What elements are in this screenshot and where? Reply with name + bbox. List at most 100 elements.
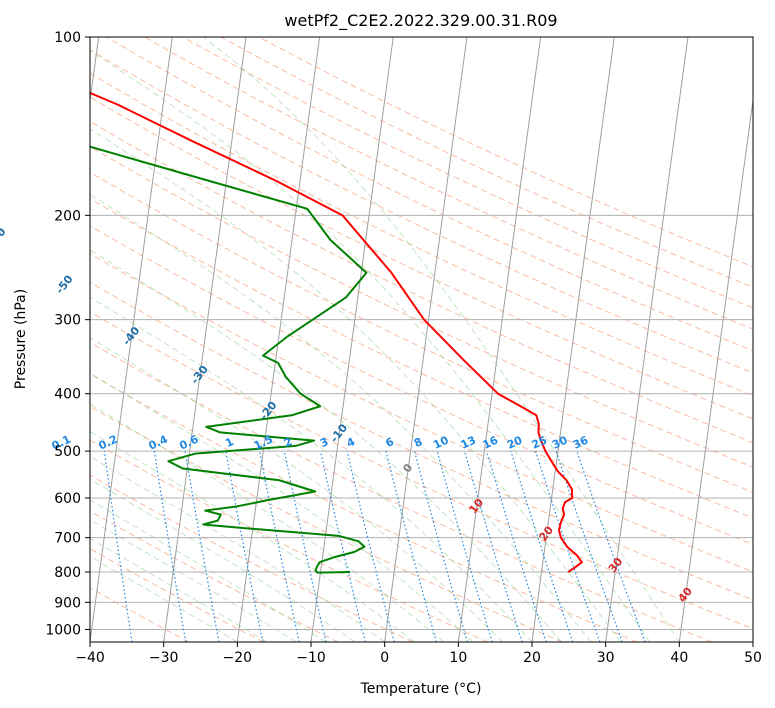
mixing-ratio-line xyxy=(576,450,646,642)
y-tick-label: 100 xyxy=(54,30,81,46)
mixing-ratio-line xyxy=(258,450,300,642)
mixing-ratio-line xyxy=(510,450,574,642)
isotherm-line xyxy=(236,37,321,642)
moist-adiabat-line xyxy=(90,555,238,642)
moist-adiabat-line xyxy=(90,403,444,642)
moist-adiabat-line xyxy=(90,296,533,642)
dry-adiabat-line xyxy=(90,171,753,493)
mixing-ratio-line xyxy=(486,450,547,642)
dry-adiabat-line xyxy=(90,225,753,546)
y-tick-label: 1000 xyxy=(45,622,81,638)
x-tick-label: −10 xyxy=(296,650,326,666)
mixing-ratio-line xyxy=(319,450,366,642)
isotherm-line xyxy=(310,37,394,642)
dry-adiabat-line xyxy=(106,37,753,352)
mixing-ratio-line xyxy=(184,451,220,642)
plot-frame xyxy=(89,36,754,643)
isotherm-label: -30 xyxy=(188,363,211,387)
isotherm-label: -60 xyxy=(0,225,9,249)
dry-adiabat-line xyxy=(90,281,753,601)
isotherm-line xyxy=(90,37,173,642)
x-tick-label: 20 xyxy=(523,650,541,666)
dry-adiabat-line xyxy=(90,145,753,468)
isotherm-line xyxy=(605,37,689,642)
mixing-ratio-line xyxy=(346,450,395,642)
warm-isotherm-label: 20 xyxy=(536,523,556,543)
axes: −40 −30 −20 −10 0 10 20 30 40 5010020030040050060… xyxy=(45,30,762,666)
dry-adiabat-line xyxy=(220,37,753,288)
y-tick-label: 800 xyxy=(54,565,81,581)
x-tick-label: 0 xyxy=(380,650,389,666)
dry-adiabat-line xyxy=(90,253,753,573)
dry-adiabat-line xyxy=(90,120,753,444)
background-lines xyxy=(90,37,753,642)
mixing-ratio-label: 20 xyxy=(505,433,525,451)
isotherm-line xyxy=(163,37,247,642)
isotherm-line xyxy=(457,37,542,642)
mixing-ratio-label: 0.6 xyxy=(177,432,200,452)
y-tick-label: 400 xyxy=(54,387,81,403)
mixing-ratio-label: 6 xyxy=(384,435,397,450)
y-tick-label: 600 xyxy=(54,491,81,507)
mixing-ratio-label: 8 xyxy=(412,435,424,450)
x-axis-title: Temperature (°C) xyxy=(360,681,482,697)
dry-adiabat-line xyxy=(144,37,753,330)
x-tick-label: 30 xyxy=(597,650,615,666)
mixing-ratio-line xyxy=(413,450,469,642)
mixing-ratio-line xyxy=(463,450,523,642)
dry-adiabat-line xyxy=(90,510,339,642)
y-tick-label: 500 xyxy=(54,444,81,460)
mixing-ratio-label: 30 xyxy=(550,433,570,451)
dry-adiabat-line xyxy=(258,37,753,268)
dry-adiabat-line xyxy=(90,198,753,519)
moist-adiabat-line xyxy=(90,50,651,642)
isotherm-line xyxy=(678,96,753,642)
y-tick-label: 700 xyxy=(54,531,81,547)
mixing-ratio-line xyxy=(535,450,601,642)
profile-lines xyxy=(90,91,583,574)
x-tick-label: −40 xyxy=(75,650,105,666)
warm-isotherm-label: 40 xyxy=(675,584,695,604)
x-tick-label: 10 xyxy=(449,650,467,666)
mixing-ratio-label: 36 xyxy=(571,433,591,451)
zero-isotherm-label: 0 xyxy=(400,461,415,475)
mixing-ratio-line xyxy=(436,450,493,642)
x-tick-label: 40 xyxy=(670,650,688,666)
y-axis-title: Pressure (hPa) xyxy=(13,289,29,389)
temperature-profile-line xyxy=(90,91,583,573)
dry-adiabat-line xyxy=(90,96,753,420)
mixing-ratio-label: 1 xyxy=(223,435,235,450)
x-tick-label: −30 xyxy=(149,650,179,666)
moist-adiabat-line xyxy=(203,37,680,642)
x-tick-label: −20 xyxy=(223,650,253,666)
mixing-ratio-label: 25 xyxy=(530,434,549,452)
dry-adiabat-line xyxy=(90,439,488,642)
moist-adiabat-line xyxy=(90,249,562,642)
dewpoint-profile-line xyxy=(90,145,368,574)
mixing-ratio-line xyxy=(555,450,623,642)
mixing-ratio-label: 4 xyxy=(345,435,358,450)
moist-adiabat-line xyxy=(90,455,385,642)
moist-adiabat-line xyxy=(90,431,415,642)
moist-adiabat-line xyxy=(90,193,592,642)
moist-adiabat-line xyxy=(90,478,356,642)
moist-adiabat-line xyxy=(90,128,621,642)
mixing-ratio-line xyxy=(283,450,327,642)
isotherm-line xyxy=(384,37,468,642)
moist-adiabat-line xyxy=(90,372,474,642)
dry-adiabat-line xyxy=(90,49,753,374)
warm-isotherm-label: 10 xyxy=(467,496,487,516)
moist-adiabat-line xyxy=(90,537,268,642)
dry-adiabat-line xyxy=(90,405,563,642)
dry-adiabat-line xyxy=(90,373,638,642)
mixing-ratio-line xyxy=(225,450,264,642)
y-tick-label: 200 xyxy=(54,208,81,224)
isotherm-line xyxy=(752,638,753,642)
moist-adiabat-line xyxy=(90,519,297,642)
mixing-ratio-line xyxy=(385,450,437,642)
mixing-ratio-label: 10 xyxy=(431,433,451,451)
isotherm-line xyxy=(531,37,615,642)
isotherm-label: -50 xyxy=(53,272,76,296)
x-tick-label: 50 xyxy=(744,650,762,666)
